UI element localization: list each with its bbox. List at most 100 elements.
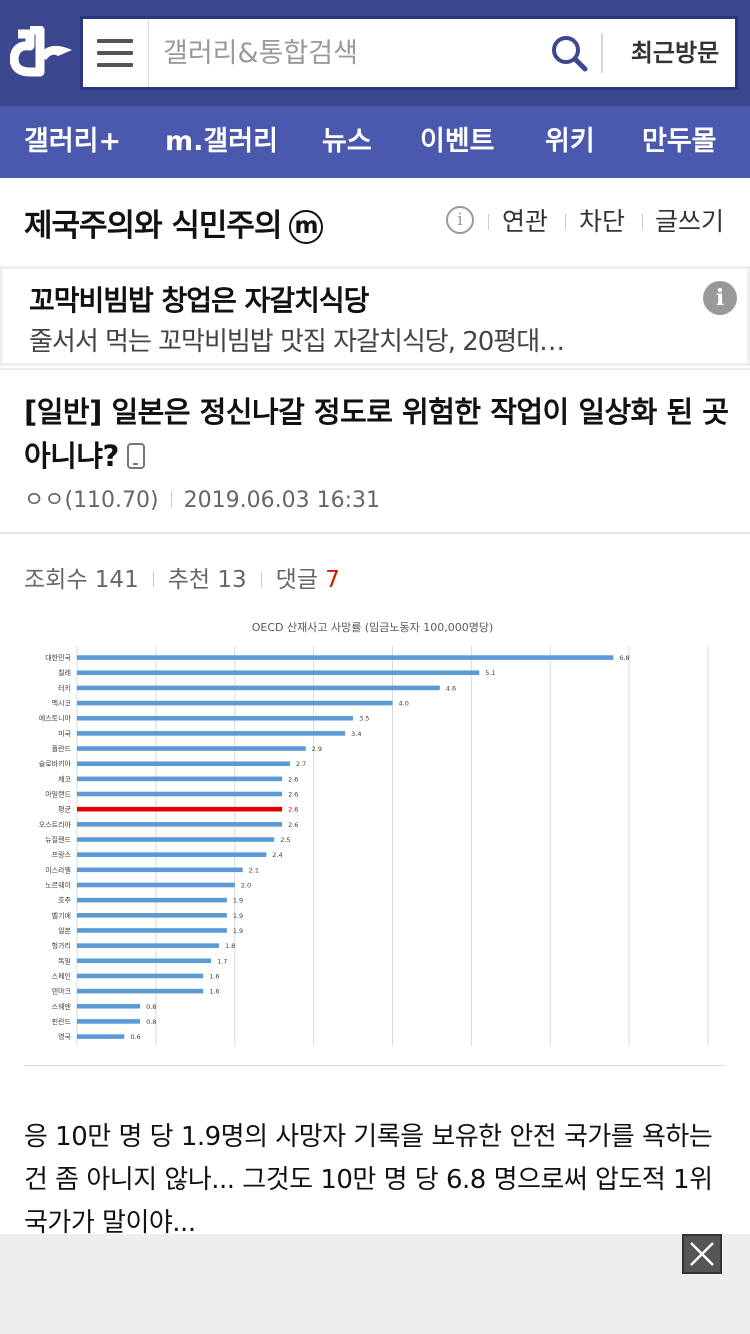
- chart-value-label: 2.1: [249, 866, 259, 874]
- chart-bar: [77, 1019, 141, 1024]
- chart-value-label: 3.4: [351, 730, 361, 738]
- chart-category-label: 슬로바키아: [39, 759, 72, 768]
- chart-value-label: 2.7: [296, 760, 306, 768]
- chart-bar: [77, 1003, 141, 1009]
- chart-bar: [77, 746, 306, 751]
- chart-bar: [77, 928, 227, 933]
- views-label: 조회수: [24, 567, 88, 593]
- ad-banner[interactable]: 꼬막비빔밥 창업은 자갈치식당 줄서서 먹는 꼬막비빔밥 맛집 자갈치식당, 2…: [0, 266, 750, 366]
- info-icon[interactable]: i: [446, 206, 474, 234]
- chart-bar: [77, 913, 227, 918]
- post-date: 2019.06.03 16:31: [183, 488, 380, 513]
- mobile-phone-icon: [126, 443, 145, 469]
- post-title-text: [일반] 일본은 정신나갈 정도로 위험한 작업이 일상화 된 곳 아니냐?: [24, 395, 729, 473]
- chart-bar: [77, 670, 480, 676]
- chart-bar: [77, 791, 283, 797]
- chart-category-label: 스웨덴: [52, 1002, 71, 1011]
- chart-category-label: 미국: [58, 729, 71, 738]
- chart-value-label: 6.8: [619, 654, 629, 662]
- hamburger-menu-icon[interactable]: [83, 19, 149, 87]
- post-author[interactable]: ㅇㅇ(110.70): [24, 488, 159, 513]
- chart-bar: [77, 973, 204, 979]
- chart-bar: [77, 897, 227, 903]
- chart-value-label: 5.1: [485, 669, 495, 677]
- divider: [488, 214, 489, 230]
- ad-info-icon[interactable]: i: [703, 281, 737, 315]
- nav-item-news[interactable]: 뉴스: [322, 126, 372, 157]
- top-header: 최근방문: [0, 0, 750, 106]
- chart-category-label: 멕시코: [52, 699, 72, 708]
- chart-category-label: 터키: [58, 683, 71, 692]
- chart-category-label: 체코: [58, 775, 71, 783]
- divider: [565, 214, 566, 230]
- chart-title: OECD 산재사고 사망률 (임금노동자 100,000명당): [252, 621, 494, 634]
- bottom-ad-banner[interactable]: [0, 1234, 750, 1334]
- nav-item-event[interactable]: 이벤트: [420, 126, 495, 157]
- chart-category-label: 프랑스: [52, 851, 72, 859]
- chart-value-label: 0.8: [146, 1003, 156, 1011]
- chart-bar: [77, 776, 283, 782]
- views-count: 141: [94, 567, 139, 593]
- chart-value-label: 4.6: [446, 684, 456, 692]
- chart-value-label: 2.9: [312, 745, 322, 753]
- chart-value-label: 1.8: [225, 942, 235, 950]
- chart-value-label: 2.6: [288, 791, 298, 799]
- chart-value-label: 2.6: [288, 775, 298, 783]
- search-input[interactable]: [163, 19, 543, 87]
- chart-bar: [77, 822, 283, 827]
- chart-value-label: 4.0: [399, 700, 409, 708]
- bar-chart: OECD 산재사고 사망률 (임금노동자 100,000명당)0.01.02.0…: [39, 621, 709, 1047]
- post-stats: 조회수 141 추천 13 댓글 7: [24, 560, 340, 594]
- chart-category-label: 핀란드: [52, 1017, 72, 1026]
- chart-category-label: 영국: [58, 1032, 71, 1041]
- related-link[interactable]: 연관: [502, 207, 549, 236]
- chart-category-label: 노르웨이: [45, 880, 71, 889]
- chart-category-label: 벨기에: [52, 911, 71, 920]
- gallery-title[interactable]: 제국주의와 식민주의 m: [24, 200, 324, 245]
- divider: [642, 214, 643, 230]
- search-divider: [601, 33, 603, 73]
- chart-value-label: 1.9: [233, 927, 243, 935]
- chart-category-label: 독일: [58, 956, 71, 965]
- dc-logo-icon[interactable]: [9, 25, 74, 78]
- gallery-title-text: 제국주의와 식민주의: [24, 208, 282, 244]
- nav-item-m-gallery[interactable]: m.갤러리: [165, 126, 278, 157]
- chart-value-label: 3.5: [359, 715, 369, 723]
- chart-value-label: 1.7: [217, 957, 227, 965]
- gallery-title-bar: 제국주의와 식민주의 m i 연관 차단 글쓰기: [0, 178, 750, 266]
- close-icon[interactable]: [682, 1234, 722, 1274]
- write-link[interactable]: 글쓰기: [655, 207, 725, 236]
- nav-item-wiki[interactable]: 위키: [545, 126, 595, 157]
- chart-category-label: 헝가리: [52, 941, 71, 950]
- chart-value-label: 2.6: [288, 806, 298, 814]
- chart-bar: [77, 988, 204, 994]
- divider: [170, 491, 172, 507]
- chart-bar: [77, 731, 346, 736]
- chart-category-label: 평균: [58, 805, 71, 814]
- post-header: [일반] 일본은 정신나갈 정도로 위험한 작업이 일상화 된 곳 아니냐? ㅇ…: [0, 368, 750, 534]
- ad-banner-content: 꼬막비빔밥 창업은 자갈치식당 줄서서 먹는 꼬막비빔밥 맛집 자갈치식당, 2…: [3, 269, 747, 363]
- chart-category-label: 일본: [58, 926, 71, 935]
- search-icon[interactable]: [549, 33, 589, 73]
- recommend-count: 13: [217, 567, 247, 593]
- nav-item-mandumall[interactable]: 만두몰: [642, 126, 717, 157]
- chart-bar: [77, 867, 243, 873]
- chart-category-label: 스페인: [52, 971, 71, 980]
- chart-category-label: 에스토니아: [39, 714, 72, 723]
- divider: [152, 571, 154, 587]
- ad-title: 꼬막비빔밥 창업은 자갈치식당: [29, 284, 369, 317]
- chart-category-label: 아일랜드: [45, 790, 71, 799]
- chart-value-label: 1.9: [233, 897, 243, 905]
- divider: [260, 571, 262, 587]
- chart-bar: [77, 700, 393, 706]
- ad-description: 줄서서 먹는 꼬막비빔밥 맛집 자갈치식당, 20평대…: [29, 327, 565, 357]
- minor-gallery-badge: m: [289, 210, 324, 244]
- chart-bar: [77, 837, 275, 842]
- chart-category-label: 대한민국: [45, 653, 71, 662]
- block-link[interactable]: 차단: [579, 207, 626, 236]
- nav-item-gallery-plus[interactable]: 갤러리+: [24, 126, 122, 157]
- chart-bar: [77, 655, 614, 660]
- recent-visits-button[interactable]: 최근방문: [630, 39, 720, 67]
- chart-category-label: 덴마크: [52, 987, 72, 996]
- chart-bar: [77, 715, 354, 721]
